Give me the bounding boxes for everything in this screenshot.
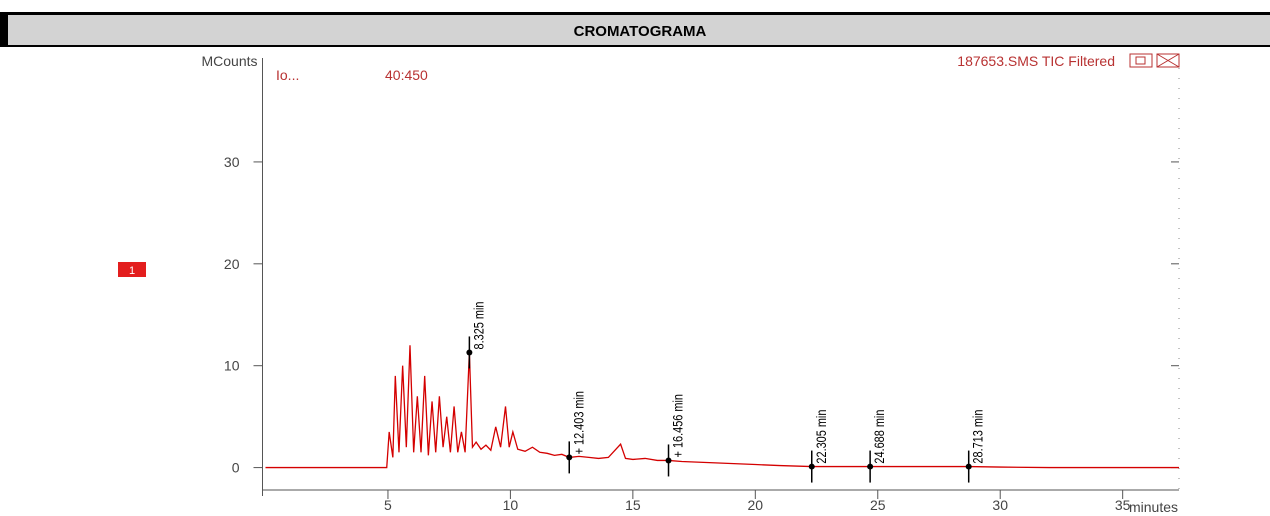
trace-close [1156,53,1180,68]
peak-label: + 16.456 min [670,394,686,457]
header-bottom-border [8,45,1270,47]
peak-dot [808,463,815,470]
peak-label: 24.688 min [872,410,888,464]
y-tick-label: 30 [224,154,240,170]
trace-marker-box [118,262,146,277]
peak-label: 22.305 min [813,410,829,464]
x-axis-label: minutes [1129,499,1178,515]
y-axis-label: MCounts [201,53,257,69]
trace-icon-inner [1135,56,1146,65]
peak-dot [965,463,972,470]
x-tick-label: 25 [870,497,886,513]
x-tick-label: 5 [384,497,392,513]
header-top-border [0,12,1270,15]
top-margin [0,0,1270,14]
trace-icon [1129,53,1153,68]
chart: 0 10 20 30 5 10 15 20 25 30 35 MCounts minutes Io... 4… [118,53,1180,515]
x-tick-label: 15 [625,497,641,513]
ion-range: 40:450 [385,67,428,83]
trace-marker: 1 [129,265,135,277]
peak-dot [665,457,672,464]
y-tick-label: 10 [224,358,240,374]
y-tick-label: 20 [224,256,240,272]
x-tick-label: 30 [992,497,1008,513]
header-title: CROMATOGRAMA [574,23,707,40]
header-left-border [0,12,8,47]
trace-name: 187653.SMS TIC Filtered [957,53,1115,69]
peak-dot [466,349,473,356]
peak-dot [867,463,874,470]
peak-label: + 12.403 min [571,391,587,454]
header-bar [8,15,1270,45]
peak-label: 28.713 min [970,410,986,464]
x-tick-label: 10 [503,497,519,513]
x-tick-label: 35 [1115,497,1131,513]
trace-close-x [1156,53,1180,68]
x-tick-label: 20 [748,497,764,513]
peak-dot [566,454,573,461]
peak-label: 8.325 min [471,302,487,350]
ion-label: Io... [276,67,299,83]
y-tick-label: 0 [232,460,240,476]
trace-line [265,345,1179,469]
